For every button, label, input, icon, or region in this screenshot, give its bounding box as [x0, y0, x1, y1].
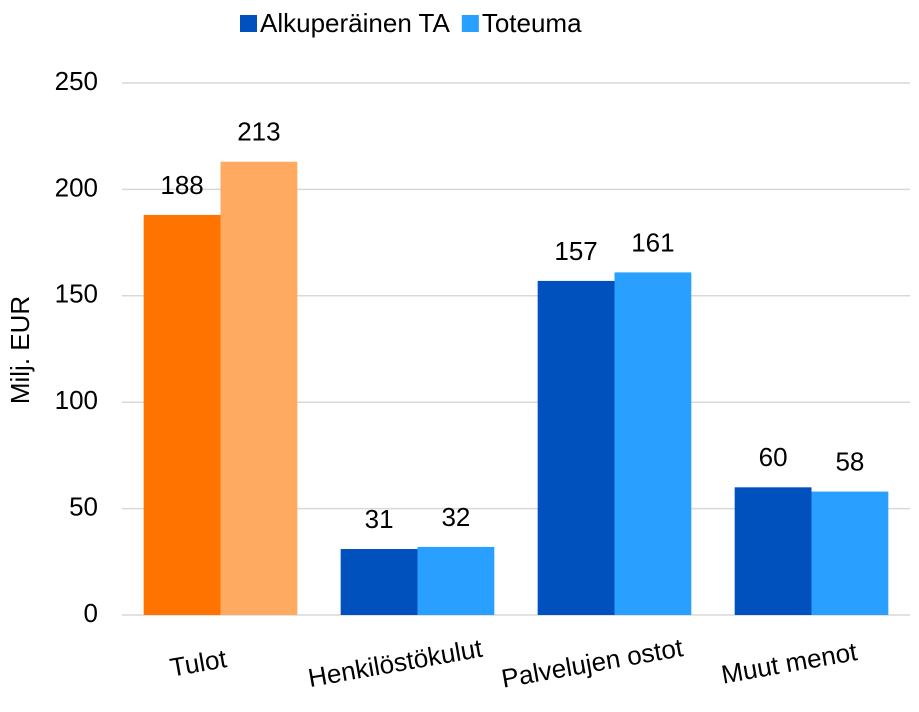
bar — [537, 280, 615, 615]
x-tick-label: Palvelujen ostot — [499, 632, 686, 694]
y-tick-label: 0 — [84, 598, 98, 628]
x-tick-label: Tulot — [168, 643, 230, 683]
data-label: 31 — [365, 504, 394, 534]
bar — [220, 161, 298, 615]
data-label: 32 — [441, 502, 470, 532]
y-tick-label: 50 — [69, 491, 98, 521]
y-tick-label: 200 — [55, 172, 98, 202]
bar — [417, 546, 495, 615]
bar — [811, 491, 889, 615]
data-label: 161 — [631, 227, 674, 257]
y-axis-label: Milj. EUR — [5, 296, 35, 404]
bar — [340, 549, 418, 615]
legend-swatch — [461, 15, 479, 32]
y-tick-label: 150 — [55, 279, 98, 309]
data-label: 58 — [835, 446, 864, 476]
data-label: 188 — [160, 170, 203, 200]
data-label: 60 — [759, 442, 788, 472]
y-tick-label: 100 — [55, 385, 98, 415]
legend-label: Toteuma — [482, 8, 582, 38]
y-tick-label: 250 — [55, 66, 98, 96]
data-label: 213 — [237, 117, 280, 147]
bar — [734, 487, 812, 615]
legend-label: Alkuperäinen TA — [260, 8, 450, 38]
legend-swatch — [240, 15, 257, 32]
x-tick-label: Henkilöstökulut — [306, 633, 486, 693]
x-tick-label: Muut menot — [719, 636, 860, 690]
bar — [614, 272, 692, 615]
bar — [143, 214, 221, 615]
data-label: 157 — [554, 236, 597, 266]
